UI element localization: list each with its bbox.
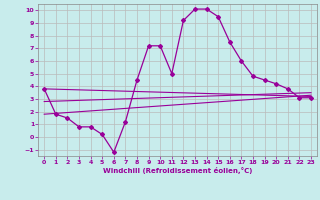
X-axis label: Windchill (Refroidissement éolien,°C): Windchill (Refroidissement éolien,°C) [103,167,252,174]
